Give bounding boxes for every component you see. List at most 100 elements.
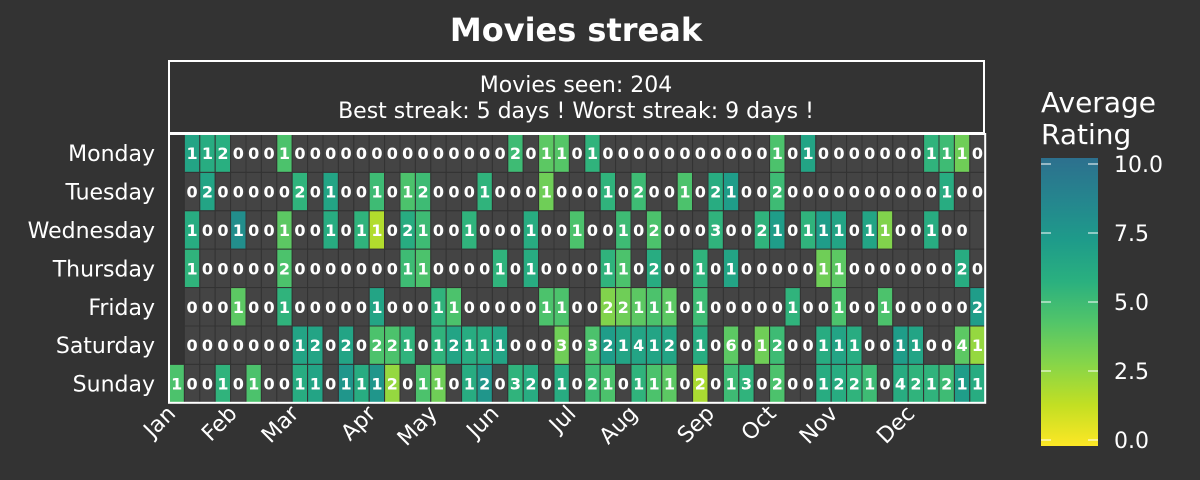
cell-count-label: 0 bbox=[325, 375, 336, 394]
cell-count-label: 1 bbox=[587, 144, 598, 163]
cell-count-label: 1 bbox=[294, 336, 305, 355]
cell-count-label: 0 bbox=[695, 183, 706, 202]
cell-count-label: 1 bbox=[649, 298, 660, 317]
cell-count-label: 1 bbox=[972, 375, 983, 394]
cell-count-label: 1 bbox=[649, 336, 660, 355]
cell-count-label: 0 bbox=[310, 259, 321, 278]
cell-count-label: 1 bbox=[294, 375, 305, 394]
cell-count-label: 2 bbox=[448, 336, 459, 355]
cell-count-label: 2 bbox=[772, 375, 783, 394]
cell-count-label: 1 bbox=[833, 221, 844, 240]
cell-count-label: 0 bbox=[495, 375, 506, 394]
cell-count-label: 0 bbox=[248, 336, 259, 355]
cell-count-label: 1 bbox=[217, 375, 228, 394]
cell-count-label: 0 bbox=[572, 144, 583, 163]
cell-count-label: 0 bbox=[248, 183, 259, 202]
cell-count-label: 1 bbox=[187, 259, 198, 278]
cell-count-label: 0 bbox=[957, 221, 968, 240]
cell-count-label: 0 bbox=[525, 144, 536, 163]
cell-count-label: 0 bbox=[233, 336, 244, 355]
cell-count-label: 0 bbox=[387, 259, 398, 278]
cell-count-label: 0 bbox=[849, 259, 860, 278]
cell-count-label: 0 bbox=[787, 375, 798, 394]
cell-count-label: 1 bbox=[433, 298, 444, 317]
cell-count-label: 0 bbox=[264, 336, 275, 355]
cell-count-label: 0 bbox=[803, 183, 814, 202]
cell-count-label: 0 bbox=[279, 183, 290, 202]
cell-count-label: 0 bbox=[972, 144, 983, 163]
cell-count-label: 2 bbox=[849, 375, 860, 394]
cell-count-label: 0 bbox=[864, 298, 875, 317]
cell-count-label: 1 bbox=[325, 183, 336, 202]
colorbar-ticks: 10.0 7.5 5.0 2.5 0.0 bbox=[1041, 153, 1163, 454]
cell-count-label: 0 bbox=[325, 298, 336, 317]
cell-count-label: 1 bbox=[833, 298, 844, 317]
cell-count-label: 0 bbox=[202, 221, 213, 240]
cell-count-label: 0 bbox=[556, 183, 567, 202]
month-label-aug: Aug bbox=[595, 401, 643, 449]
cell-count-label: 0 bbox=[587, 183, 598, 202]
cell-count-label: 0 bbox=[341, 259, 352, 278]
cell-count-label: 0 bbox=[464, 259, 475, 278]
cell-count-label: 1 bbox=[849, 336, 860, 355]
cell-count-label: 0 bbox=[895, 221, 906, 240]
cell-count-label: 1 bbox=[371, 221, 382, 240]
cell-count-label: 1 bbox=[972, 336, 983, 355]
cell-count-label: 2 bbox=[602, 336, 613, 355]
month-label-mar: Mar bbox=[257, 401, 305, 449]
cell-count-label: 1 bbox=[418, 375, 429, 394]
cell-count-label: 1 bbox=[479, 183, 490, 202]
cell-count-label: 0 bbox=[310, 298, 321, 317]
cell-count-label: 0 bbox=[941, 259, 952, 278]
cell-count-label: 2 bbox=[310, 336, 321, 355]
cell-count-label: 0 bbox=[202, 298, 213, 317]
cell-count-label: 1 bbox=[448, 298, 459, 317]
cell-count-label: 0 bbox=[541, 259, 552, 278]
cell-count-label: 0 bbox=[710, 336, 721, 355]
cell-count-label: 0 bbox=[695, 144, 706, 163]
cell-count-label: 0 bbox=[803, 298, 814, 317]
cell-count-label: 0 bbox=[541, 375, 552, 394]
cell-count-label: 1 bbox=[325, 221, 336, 240]
cell-count-label: 1 bbox=[818, 336, 829, 355]
cell-count-label: 1 bbox=[695, 336, 706, 355]
cell-count-label: 0 bbox=[833, 144, 844, 163]
cell-count-label: 0 bbox=[941, 221, 952, 240]
cell-count-label: 0 bbox=[187, 375, 198, 394]
chart-title: Movies streak bbox=[450, 11, 703, 49]
colorbar-tick-label: 10.0 bbox=[1114, 153, 1163, 178]
cell-count-label: 0 bbox=[479, 298, 490, 317]
cell-count-label: 0 bbox=[448, 375, 459, 394]
cell-count-label: 0 bbox=[726, 298, 737, 317]
cell-count-label: 0 bbox=[710, 375, 721, 394]
cell-count-label: 0 bbox=[510, 221, 521, 240]
cell-count-label: 1 bbox=[464, 221, 475, 240]
cell-count-label: 0 bbox=[787, 183, 798, 202]
cell-count-label: 1 bbox=[479, 336, 490, 355]
cell-count-label: 1 bbox=[695, 259, 706, 278]
cell-count-label: 0 bbox=[926, 336, 937, 355]
cell-count-label: 0 bbox=[679, 336, 690, 355]
cell-count-label: 1 bbox=[402, 336, 413, 355]
cell-count-label: 0 bbox=[880, 336, 891, 355]
cell-count-label: 2 bbox=[772, 336, 783, 355]
cell-count-label: 0 bbox=[803, 259, 814, 278]
cell-count-label: 0 bbox=[248, 298, 259, 317]
cell-count-label: 1 bbox=[679, 183, 690, 202]
cell-count-label: 0 bbox=[864, 183, 875, 202]
cell-count-label: 0 bbox=[880, 183, 891, 202]
cell-count-label: 0 bbox=[679, 259, 690, 278]
cell-count-label: 1 bbox=[941, 183, 952, 202]
cell-count-label: 0 bbox=[572, 183, 583, 202]
cell-count-label: 0 bbox=[310, 144, 321, 163]
cell-count-label: 0 bbox=[479, 259, 490, 278]
cell-count-label: 1 bbox=[833, 259, 844, 278]
cell-count-label: 0 bbox=[926, 183, 937, 202]
cell-count-label: 0 bbox=[679, 298, 690, 317]
cell-count-label: 1 bbox=[202, 144, 213, 163]
cell-count-label: 1 bbox=[556, 144, 567, 163]
month-label-jan: Jan bbox=[138, 401, 181, 444]
cell-count-label: 1 bbox=[371, 375, 382, 394]
cell-count-label: 0 bbox=[294, 259, 305, 278]
